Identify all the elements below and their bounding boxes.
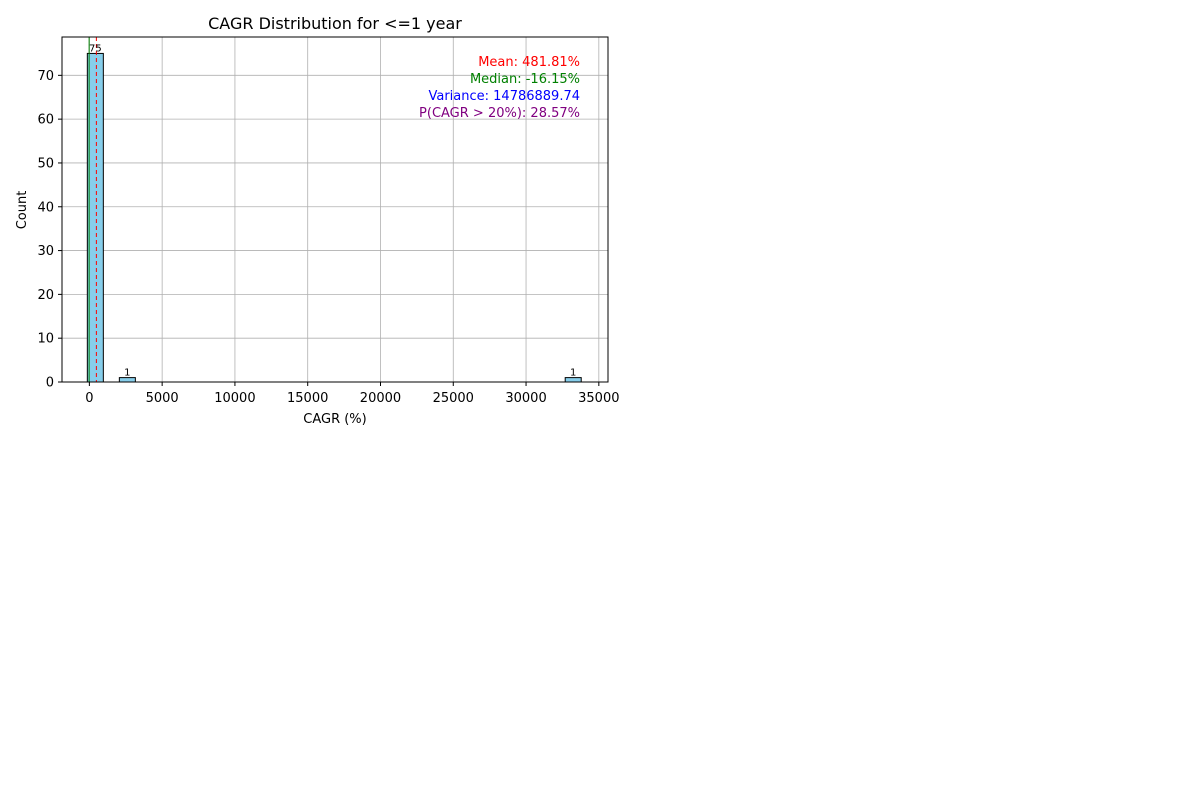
y-tick-label: 10	[37, 332, 54, 347]
x-tick-label: 0	[85, 391, 93, 406]
y-tick-label: 50	[37, 156, 54, 171]
x-axis-ticks: 0 5000 10000 15000 20000 25000 30000 35000	[85, 382, 620, 406]
y-tick-label: 20	[37, 288, 54, 303]
x-tick-label: 25000	[433, 391, 474, 406]
prob-stat: P(CAGR > 20%): 28.57%	[419, 106, 580, 121]
y-axis-ticks: 0 10 20 30 40 50 60 70	[37, 69, 62, 391]
x-tick-label: 15000	[287, 391, 328, 406]
plot-frame	[61, 36, 609, 383]
bar-count-label: 75	[89, 43, 102, 54]
mean-stat: Mean: 481.81%	[478, 55, 580, 70]
bar-count-label: 1	[570, 368, 576, 379]
chart-title: CAGR Distribution for <=1 year	[208, 14, 462, 33]
reference-lines	[88, 37, 97, 382]
x-tick-label: 30000	[505, 391, 546, 406]
bar-count-label: 1	[124, 368, 130, 379]
y-tick-label: 0	[46, 376, 54, 391]
stats-annotations: Mean: 481.81% Median: -16.15% Variance: 14…	[419, 55, 580, 121]
variance-stat: Variance: 14786889.74	[428, 89, 580, 104]
y-tick-label: 30	[37, 244, 54, 259]
x-tick-label: 5000	[146, 391, 179, 406]
x-tick-label: 10000	[214, 391, 255, 406]
y-axis-label: Count	[15, 191, 30, 230]
bar-labels: 75 1 1	[89, 43, 576, 378]
median-stat: Median: -16.15%	[470, 72, 580, 87]
x-tick-label: 20000	[360, 391, 401, 406]
y-tick-label: 70	[37, 69, 54, 84]
histogram-bar	[86, 52, 104, 383]
x-axis-label: CAGR (%)	[303, 412, 366, 427]
y-tick-label: 60	[37, 113, 54, 128]
x-tick-label: 35000	[578, 391, 619, 406]
y-tick-label: 40	[37, 200, 54, 215]
